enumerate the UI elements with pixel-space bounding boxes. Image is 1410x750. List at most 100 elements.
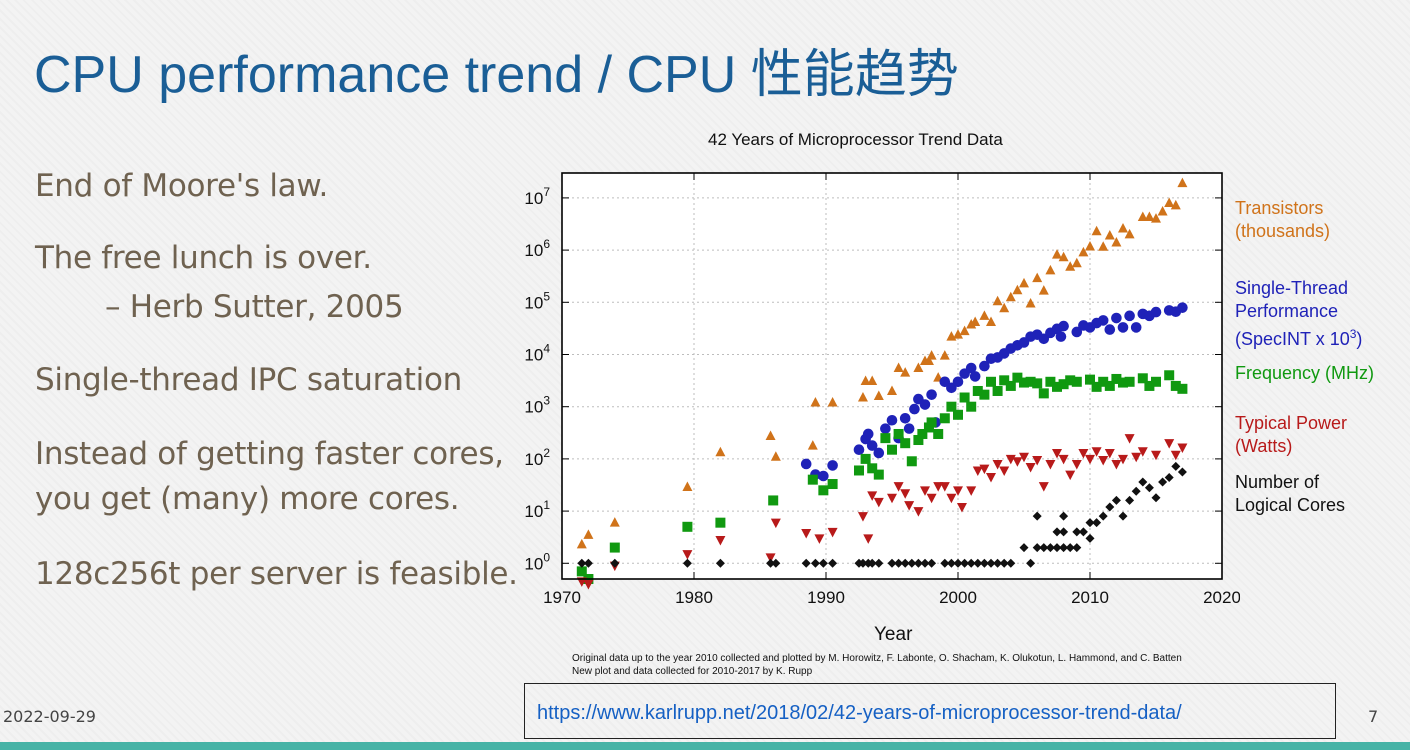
frequency-point <box>827 479 838 490</box>
cores-point <box>1072 543 1082 553</box>
frequency-point <box>860 453 871 464</box>
single-thread-point <box>873 447 885 459</box>
slide-title: CPU performance trend / CPU 性能趋势 <box>34 46 959 104</box>
bullet-moore: End of Moore's law. <box>35 168 329 204</box>
single-thread-point <box>1058 320 1069 332</box>
cores-point <box>766 558 776 568</box>
cores-point <box>874 558 884 568</box>
transistors-point <box>1078 246 1089 257</box>
cores-point <box>818 558 828 568</box>
x-axis-label: Year <box>874 624 913 645</box>
cores-point <box>1151 493 1161 503</box>
chart-plot: 1970 1980 1990 2000 2010 2020 100 101 102 103 104 1… <box>524 172 1240 607</box>
x-tick-label: 2020 <box>1203 588 1240 607</box>
frequency-point <box>1144 380 1155 391</box>
cores-point <box>927 558 937 568</box>
y-tick-label: 102 <box>524 446 550 469</box>
power-point <box>992 459 1003 470</box>
transistors-point <box>900 367 911 377</box>
cores-point <box>1158 477 1168 487</box>
transistors-point <box>1045 264 1056 275</box>
frequency-point <box>1124 376 1135 387</box>
power-point <box>953 486 963 496</box>
cores-point <box>682 558 692 568</box>
frequency-point <box>768 495 779 506</box>
bullet-cores-line2: you get (many) more cores. <box>35 481 460 517</box>
single-thread-point <box>1130 322 1142 333</box>
power-point <box>1091 447 1102 457</box>
single-thread-point <box>1111 312 1122 324</box>
single-thread-point <box>1177 302 1188 313</box>
power-point <box>1151 450 1161 461</box>
transistors-point <box>1164 197 1175 207</box>
x-tick-label: 1980 <box>675 588 713 607</box>
transistors-point <box>923 355 934 366</box>
power-point <box>1111 459 1122 470</box>
transistors-point <box>576 538 587 549</box>
cores-point <box>1138 477 1148 487</box>
transistors-point <box>1038 285 1049 295</box>
single-thread-point <box>1124 310 1135 322</box>
power-point <box>857 512 868 522</box>
slide-date: 2022-09-29 <box>3 707 96 726</box>
frequency-point <box>818 485 829 496</box>
power-point <box>583 580 594 590</box>
cores-point <box>1164 473 1174 483</box>
single-thread-point <box>1150 306 1162 318</box>
cores-point <box>1059 527 1069 537</box>
power-point <box>1124 434 1135 444</box>
y-tick-label: 105 <box>524 289 550 312</box>
cores-point <box>960 558 970 568</box>
power-point <box>966 486 977 496</box>
cores-point <box>1085 518 1095 528</box>
power-point <box>999 466 1010 476</box>
y-tick-label: 104 <box>524 341 550 364</box>
power-point <box>904 501 915 511</box>
frequency-point <box>1118 377 1128 388</box>
transistors-point <box>966 319 977 329</box>
x-tick-label: 2000 <box>939 588 977 607</box>
transistors-point <box>1005 291 1016 302</box>
cores-point <box>920 558 930 568</box>
frequency-point <box>1071 376 1082 387</box>
frequency-point <box>1058 379 1069 390</box>
frequency-point <box>1091 381 1102 392</box>
power-point <box>926 493 937 504</box>
power-point <box>1071 459 1082 470</box>
cores-point <box>973 558 983 568</box>
power-point <box>972 466 983 476</box>
frequency-point <box>893 428 904 439</box>
frequency-point <box>972 385 983 396</box>
frequency-point <box>1065 375 1076 386</box>
frequency-point <box>873 469 884 480</box>
transistors-point <box>913 362 924 373</box>
power-point <box>1131 452 1142 463</box>
cores-point <box>999 558 1009 568</box>
bullet-cores-line1: Instead of getting faster cores, <box>35 436 504 472</box>
frequency-point <box>913 435 924 446</box>
single-thread-point <box>1097 315 1109 326</box>
power-point <box>1052 448 1062 459</box>
frequency-point <box>1111 373 1122 384</box>
transistors-point <box>953 329 963 339</box>
cores-point <box>577 558 587 568</box>
frequency-point <box>609 542 620 553</box>
transistors-point <box>939 350 950 360</box>
frequency-point <box>953 409 963 420</box>
frequency-point <box>1038 388 1049 399</box>
power-point <box>913 507 924 517</box>
legend-frequency: Frequency (MHz) <box>1235 362 1374 385</box>
transistors-point <box>893 362 904 373</box>
cores-point <box>801 558 811 568</box>
legend-cores: Number of Logical Cores <box>1235 471 1345 517</box>
cores-point <box>1065 543 1075 553</box>
single-thread-point <box>853 444 865 456</box>
source-url-link[interactable]: https://www.karlrupp.net/2018/02/42-year… <box>537 702 1182 724</box>
power-point <box>1118 454 1128 465</box>
cores-point <box>894 558 904 568</box>
frequency-point <box>1151 376 1161 387</box>
legend-power-line1: Typical Power <box>1235 413 1348 433</box>
chart-credit-line2: New plot and data collected for 2010-201… <box>572 666 813 677</box>
frequency-point <box>887 444 897 455</box>
transistors-point <box>857 392 868 402</box>
